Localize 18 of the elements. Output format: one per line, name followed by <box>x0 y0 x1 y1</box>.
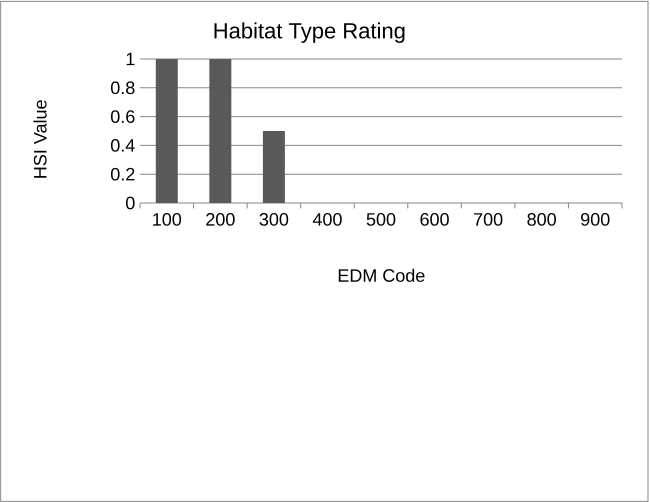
x-tick-label: 500 <box>366 213 396 226</box>
x-axis-title: EDM Code <box>338 268 425 282</box>
x-tick-label: 600 <box>420 213 449 226</box>
x-tick-label: 200 <box>206 213 235 226</box>
y-tick-label: 0.8 <box>110 81 135 94</box>
chart-title: Habitat Type Rating <box>214 22 404 43</box>
y-axis-title: HSI Value <box>33 100 47 178</box>
x-tick-label: 300 <box>260 213 288 226</box>
x-tick-label: 700 <box>474 213 502 226</box>
y-tick-label: 1 <box>126 52 134 66</box>
x-tick-label: 400 <box>312 213 342 226</box>
x-tick-label: 100 <box>153 213 182 226</box>
y-tick-label: 0.2 <box>110 168 134 181</box>
x-tick-label: 800 <box>527 213 556 226</box>
x-tick-label: 900 <box>581 213 610 226</box>
y-tick-label: 0.6 <box>110 110 135 123</box>
y-tick-label: 0 <box>126 196 135 210</box>
y-tick-label: 0.4 <box>110 139 135 152</box>
